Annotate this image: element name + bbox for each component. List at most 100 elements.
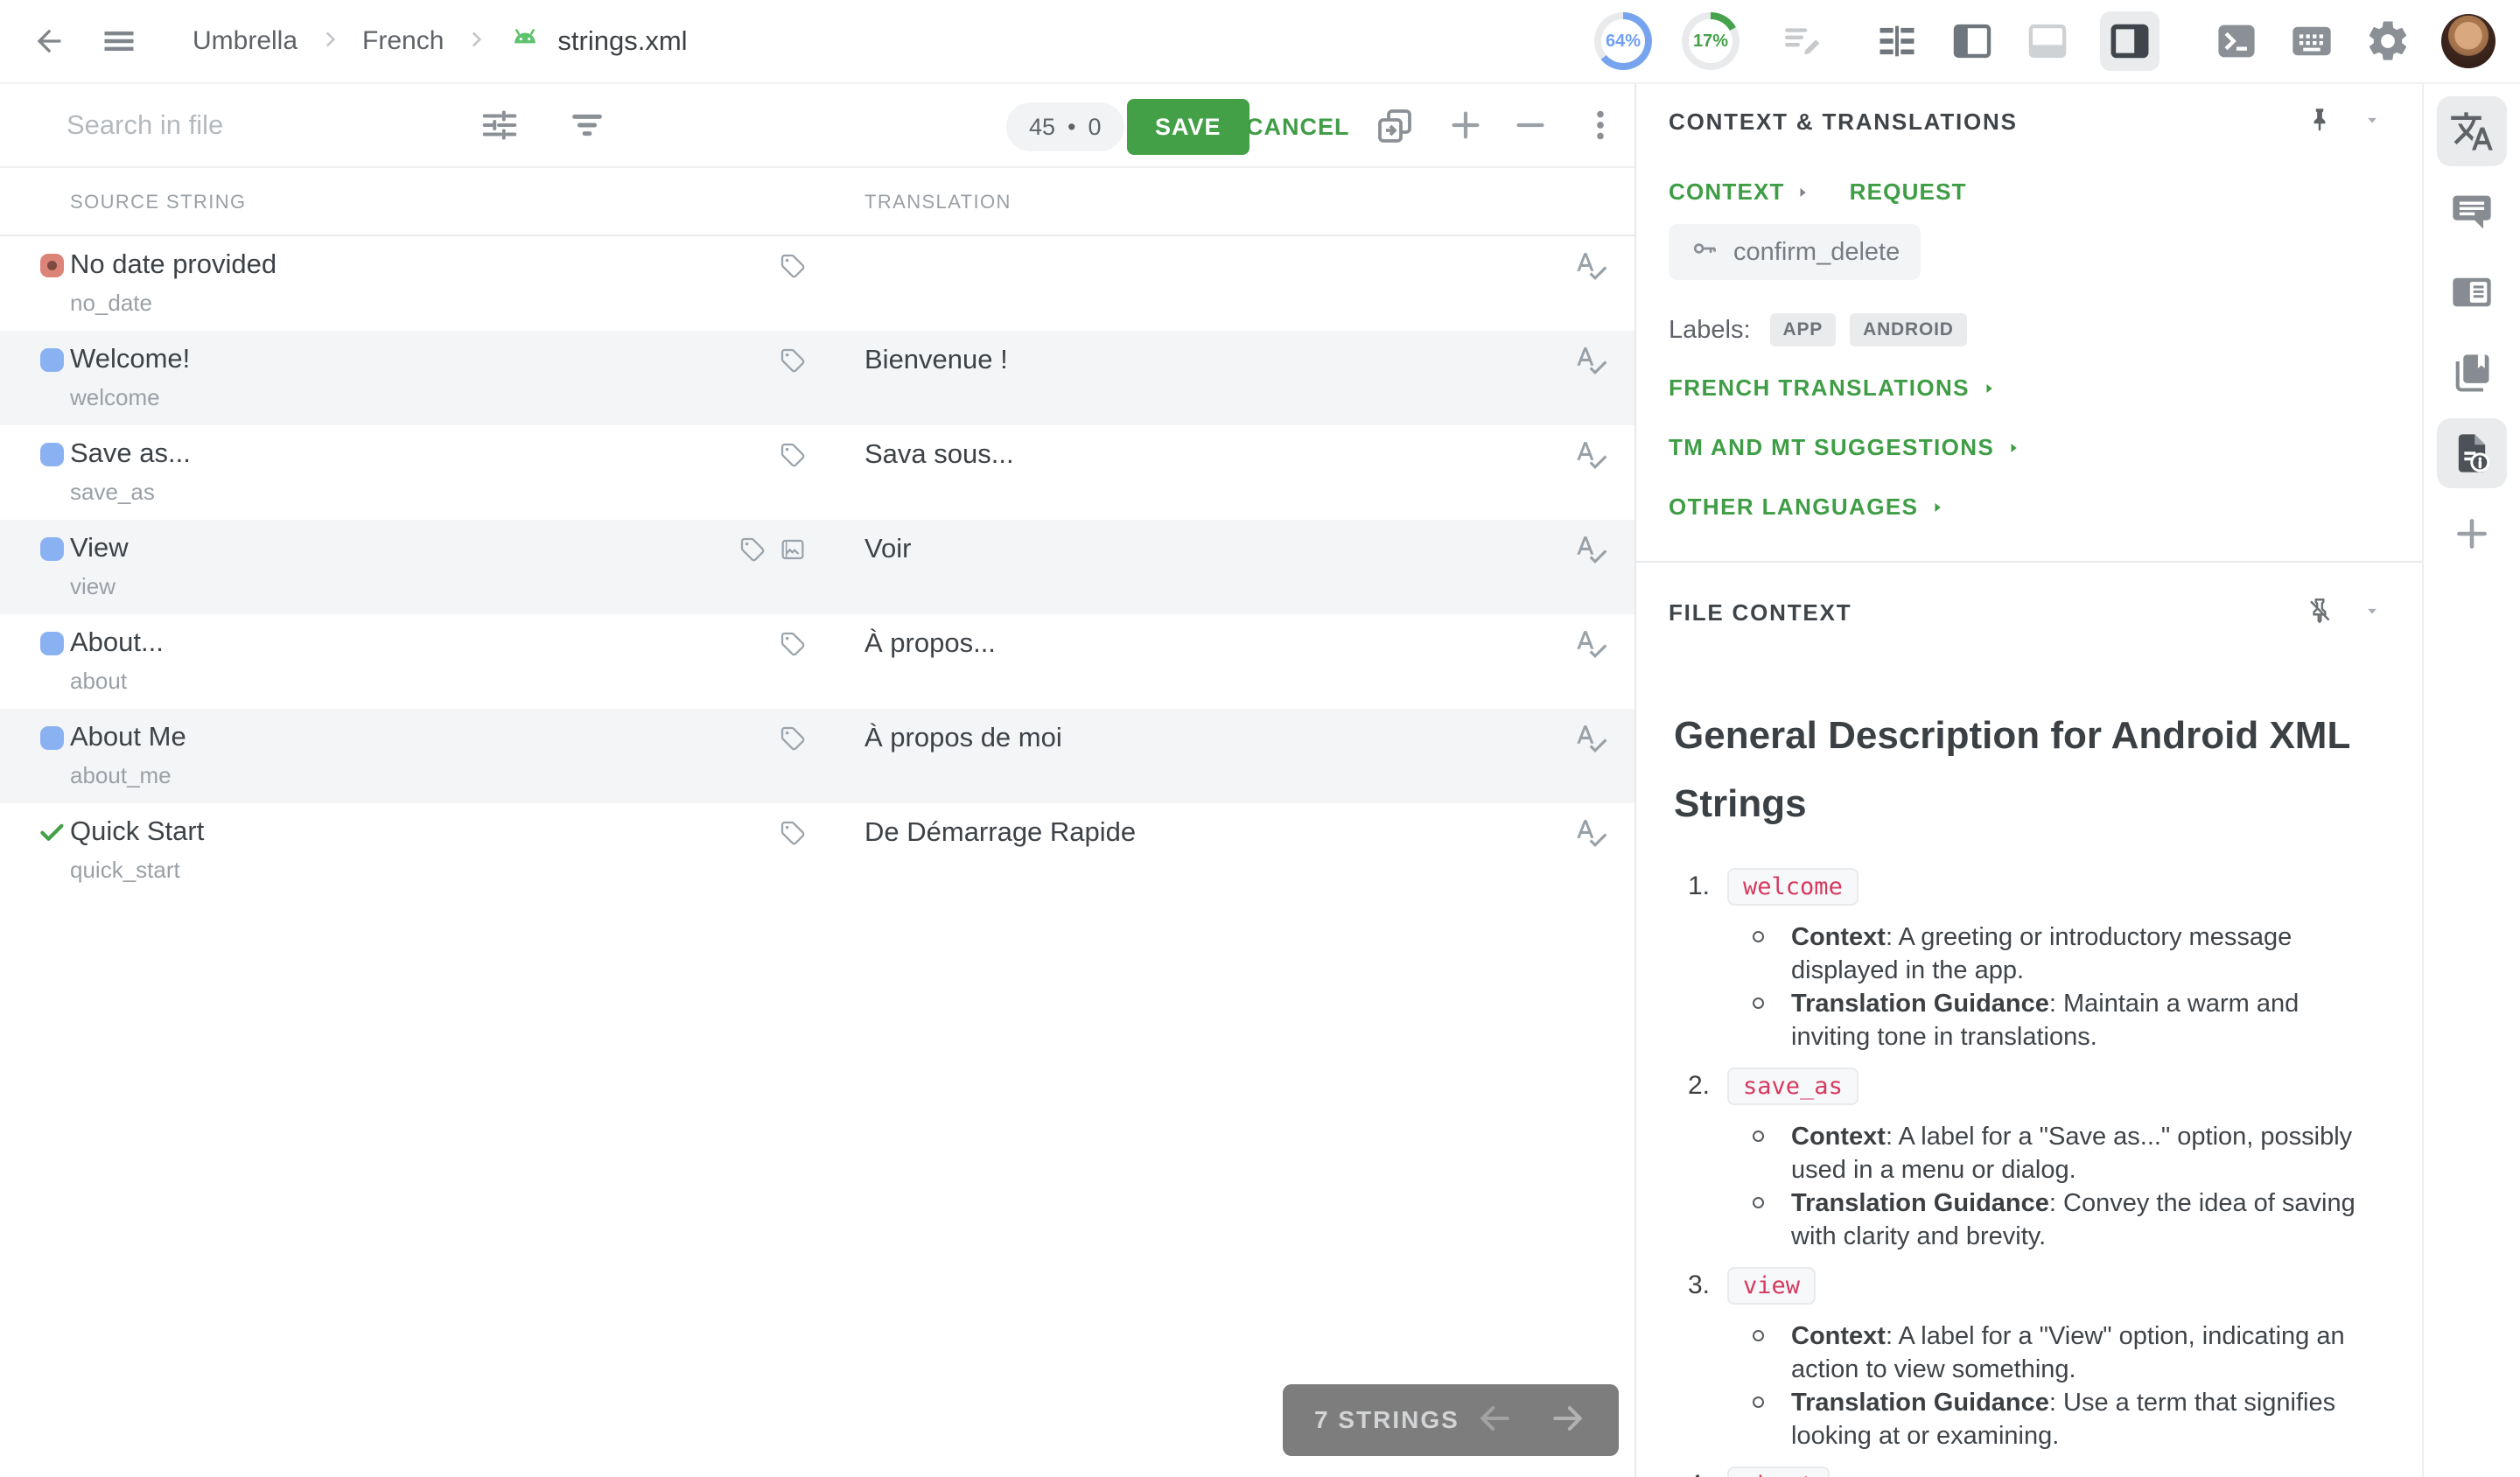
spellcheck-approve-icon[interactable]	[1575, 534, 1608, 571]
section-french-translations[interactable]: FRENCH TRANSLATIONS	[1669, 374, 1998, 402]
spellcheck-approve-icon[interactable]	[1575, 817, 1608, 855]
table-row[interactable]: About... about À propos...	[0, 614, 1634, 709]
tab-request[interactable]: REQUEST	[1849, 178, 1967, 205]
user-avatar[interactable]	[2441, 14, 2496, 68]
column-translation: TRANSLATION	[864, 191, 1012, 213]
translated-progress-ring[interactable]: 64%	[1594, 12, 1652, 70]
translate-panel-icon[interactable]	[2437, 96, 2507, 166]
context-panel: CONTEXT & TRANSLATIONS CONTEXT REQUEST c…	[1634, 84, 2422, 1477]
translation-text: À propos de moi	[864, 722, 1062, 752]
spellcheck-approve-icon[interactable]	[1575, 250, 1608, 288]
cancel-button[interactable]: CANCEL	[1246, 99, 1350, 155]
chevron-down-icon[interactable]	[2361, 108, 2384, 136]
translation-text: Voir	[864, 533, 912, 564]
table-header: SOURCE STRING TRANSLATION	[0, 168, 1634, 236]
view-bottom-panel-icon[interactable]	[2025, 18, 2070, 64]
view-side-by-side-icon[interactable]	[1950, 18, 1995, 64]
terms-panel-icon[interactable]	[2437, 257, 2507, 327]
back-icon[interactable]	[32, 24, 66, 59]
string-key-chip[interactable]: confirm_delete	[1669, 224, 1922, 280]
section-tm-mt-suggestions[interactable]: TM AND MT SUGGESTIONS	[1669, 434, 2022, 461]
strings-count: 7 STRINGS	[1314, 1406, 1460, 1433]
tag-icon[interactable]	[738, 536, 766, 568]
table-row[interactable]: View view Voir	[0, 520, 1634, 614]
tag-icon[interactable]	[779, 724, 807, 757]
spellcheck-approve-icon[interactable]	[1575, 723, 1608, 760]
section-other-languages[interactable]: OTHER LANGUAGES	[1669, 494, 1946, 521]
status-approved-icon	[37, 817, 64, 841]
zoom-out-icon[interactable]	[1510, 105, 1552, 147]
kebab-menu-icon[interactable]	[1580, 105, 1622, 147]
label-chip[interactable]: APP	[1769, 313, 1837, 346]
screenshot-image-icon[interactable]	[779, 536, 807, 568]
translation-text: De Démarrage Rapide	[864, 816, 1137, 847]
view-right-panel-icon[interactable]	[2100, 11, 2160, 71]
table-row[interactable]: No date provided no_date	[0, 236, 1634, 331]
tag-icon[interactable]	[779, 819, 807, 851]
panel-title: CONTEXT & TRANSLATIONS	[1669, 108, 2018, 135]
strings-pager: 7 STRINGS	[1283, 1384, 1619, 1456]
string-counter-chip[interactable]: 45 • 0	[1006, 102, 1124, 151]
zoom-in-icon[interactable]	[1446, 105, 1488, 147]
table-row[interactable]: Save as... save_as Sava sous...	[0, 425, 1634, 520]
breadcrumb-language[interactable]: French	[362, 26, 444, 55]
tab-context[interactable]: CONTEXT	[1669, 178, 1811, 206]
breadcrumb-project[interactable]: Umbrella	[192, 26, 298, 55]
counter-total: 45	[1029, 113, 1056, 140]
approved-progress-ring[interactable]: 17%	[1682, 12, 1740, 70]
table-row[interactable]: Quick Start quick_start De Démarrage Rap…	[0, 803, 1634, 898]
labels-row: Labels: APP ANDROID	[1669, 313, 1967, 346]
code-chip: about	[1727, 1466, 1830, 1477]
add-panel-icon[interactable]	[2437, 499, 2507, 569]
spellcheck-approve-icon[interactable]	[1575, 628, 1608, 666]
status-translated-icon	[40, 537, 64, 561]
source-text: View	[70, 532, 129, 563]
label-chip[interactable]: ANDROID	[1850, 313, 1967, 346]
doc-item: 1. welcome Context: A greeting or introd…	[1674, 864, 2376, 1054]
save-button[interactable]: SAVE	[1127, 99, 1250, 155]
chevron-right-icon	[465, 28, 487, 55]
gear-icon[interactable]	[2364, 18, 2412, 65]
dictionary-panel-icon[interactable]	[2437, 338, 2507, 408]
copy-source-icon[interactable]	[1374, 105, 1416, 147]
prev-page-icon[interactable]	[1475, 1399, 1514, 1442]
search-input[interactable]	[66, 84, 522, 166]
string-key: about_me	[70, 762, 172, 788]
status-translated-icon	[40, 443, 64, 466]
tag-icon[interactable]	[779, 630, 807, 662]
counter-separator: •	[1068, 113, 1076, 140]
table-row[interactable]: Welcome! welcome Bienvenue !	[0, 331, 1634, 425]
tag-icon[interactable]	[779, 441, 807, 473]
key-icon	[1690, 234, 1719, 270]
draft-compose-icon[interactable]	[1782, 19, 1825, 63]
code-chip: welcome	[1727, 867, 1858, 906]
source-text: Quick Start	[70, 816, 205, 846]
chevron-right-icon	[318, 28, 341, 55]
table-row[interactable]: About Me about_me À propos de moi	[0, 709, 1634, 803]
labels-caption: Labels:	[1669, 315, 1751, 344]
string-key-value: confirm_delete	[1733, 237, 1900, 266]
file-context-panel-icon[interactable]	[2437, 418, 2507, 488]
menu-hamburger-icon[interactable]	[100, 22, 138, 60]
chevron-down-icon[interactable]	[2361, 599, 2384, 626]
unpin-icon[interactable]	[2305, 596, 2334, 630]
spellcheck-approve-icon[interactable]	[1575, 439, 1608, 477]
tag-icon[interactable]	[779, 252, 807, 284]
pin-icon[interactable]	[2305, 105, 2334, 139]
filter-settings-icon[interactable]	[480, 105, 522, 147]
tag-icon[interactable]	[779, 346, 807, 379]
editor-toolbar: 45 • 0 SAVE CANCEL	[0, 84, 1634, 168]
doc-item: 4. about	[1674, 1463, 2376, 1477]
console-icon[interactable]	[2214, 18, 2259, 64]
sort-filter-icon[interactable]	[567, 105, 609, 147]
panel-divider	[1636, 561, 2422, 563]
comments-panel-icon[interactable]	[2437, 177, 2507, 247]
breadcrumb-file[interactable]: strings.xml	[508, 21, 688, 61]
next-page-icon[interactable]	[1549, 1399, 1587, 1442]
string-key: welcome	[70, 384, 160, 410]
spellcheck-approve-icon[interactable]	[1575, 345, 1608, 382]
status-translated-icon	[40, 348, 64, 372]
keyboard-shortcuts-icon[interactable]	[2289, 18, 2334, 64]
view-comfortable-icon[interactable]	[1874, 18, 1920, 64]
column-source-string: SOURCE STRING	[70, 191, 247, 213]
